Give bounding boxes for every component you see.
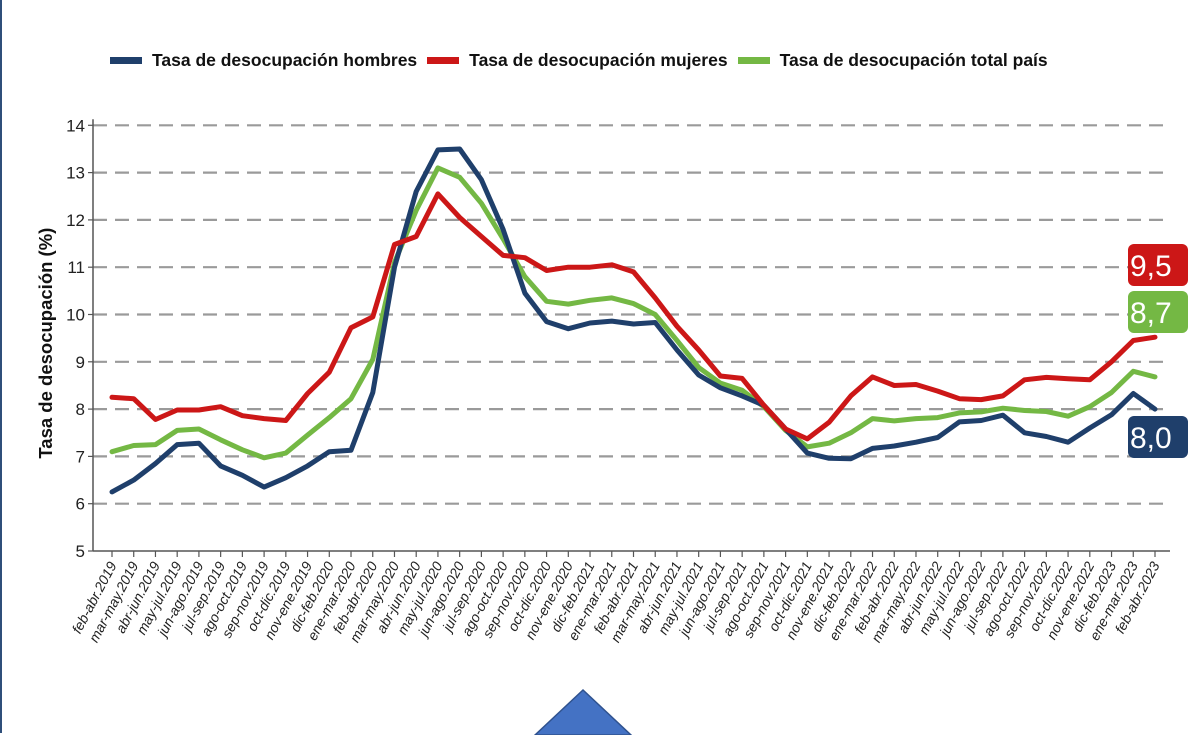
legend-swatch-mujeres [427, 56, 460, 64]
y-axis-label: Tasa de desocupación (%) [35, 228, 56, 459]
y-tick-label: 12 [66, 211, 85, 230]
end-label-box [1128, 416, 1188, 458]
end-label-box [1128, 244, 1188, 286]
end-label: 8,7 [1130, 297, 1172, 330]
end-label: 9,5 [1130, 250, 1172, 283]
y-tick-label: 14 [66, 116, 85, 135]
legend-label-total: Tasa de desocupación total país [779, 49, 1048, 70]
y-tick-label: 8 [76, 400, 85, 419]
legend-item-mujeres: Tasa de desocupación mujeres [427, 49, 728, 71]
y-tick-label: 11 [67, 258, 85, 277]
legend-item-total: Tasa de desocupación total país [737, 49, 1048, 71]
end-label: 8,0 [1130, 422, 1172, 455]
y-tick-label: 7 [76, 447, 85, 466]
y-tick-label: 10 [66, 306, 85, 325]
end-label-box [1128, 291, 1188, 333]
series-line [109, 146, 1158, 495]
series-line [109, 191, 1158, 442]
y-tick-label: 5 [76, 542, 85, 561]
legend-item-hombres: Tasa de desocupación hombres [110, 50, 417, 71]
legend-swatch-total [737, 56, 770, 64]
y-tick-label: 9 [76, 353, 85, 372]
series-line [109, 165, 1158, 461]
y-tick-label: 6 [76, 495, 85, 514]
legend-label-hombres: Tasa de desocupación hombres [152, 49, 418, 70]
y-tick-label: 13 [66, 164, 85, 183]
legend: Tasa de desocupación hombres Tasa de des… [110, 48, 1058, 72]
legend-swatch-hombres [110, 56, 142, 64]
legend-label-mujeres: Tasa de desocupación mujeres [469, 49, 728, 70]
